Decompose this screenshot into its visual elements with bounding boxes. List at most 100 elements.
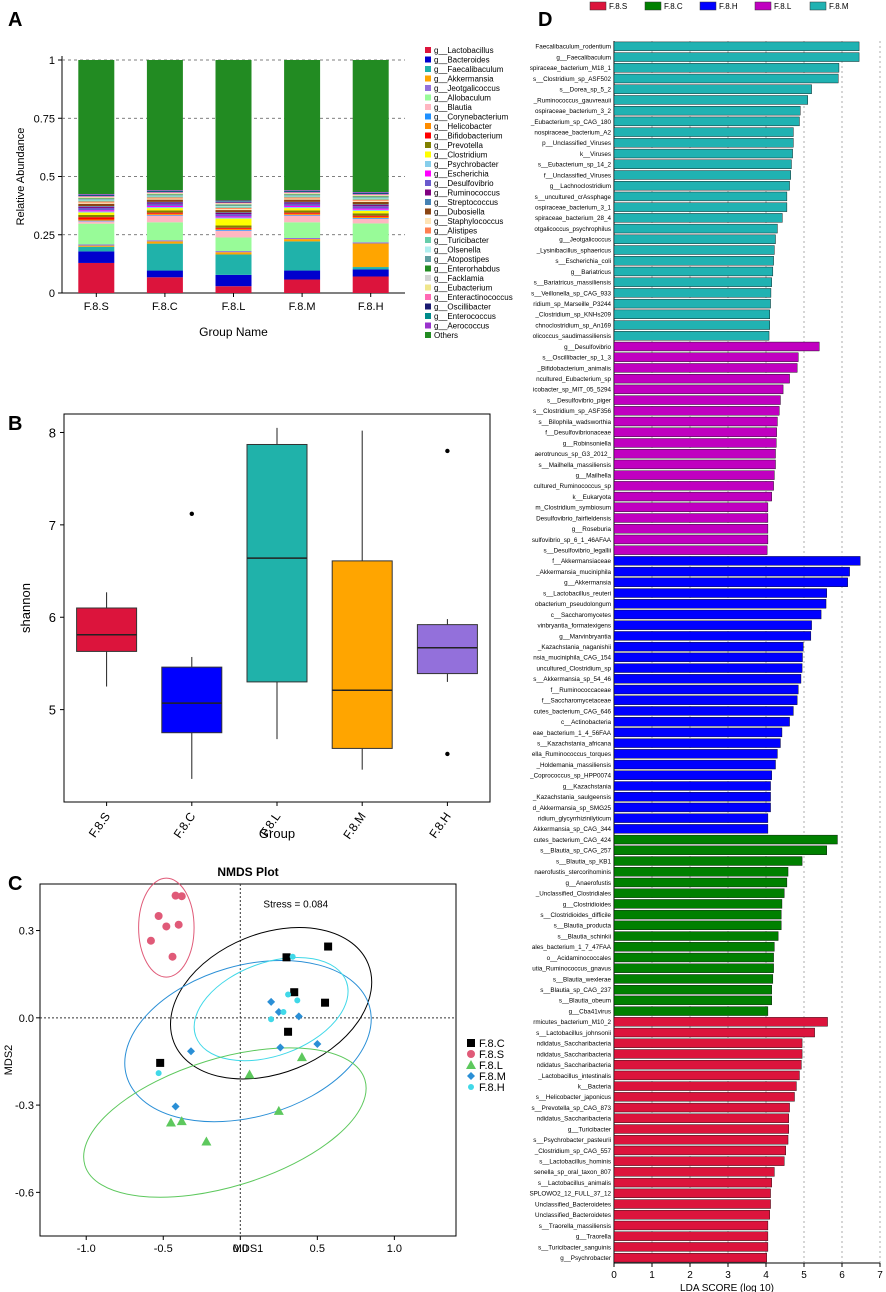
d-bar bbox=[613, 1102, 790, 1113]
d-taxon-label: g__Desulfovibrio bbox=[564, 344, 611, 351]
a-bar-segment bbox=[352, 216, 389, 219]
a-legend-label: g__Ruminococcus bbox=[434, 189, 500, 198]
d-bar bbox=[613, 813, 769, 823]
a-bar-segment bbox=[284, 238, 321, 240]
a-bar-segment bbox=[284, 60, 321, 191]
d-bar bbox=[613, 1220, 769, 1231]
a-bar-segment bbox=[146, 203, 183, 206]
c-point bbox=[186, 1047, 195, 1056]
d-bar bbox=[613, 867, 789, 877]
d-bar bbox=[613, 888, 785, 898]
b-box bbox=[76, 607, 138, 652]
d-taxon-label: s__Blautia_obeum bbox=[559, 998, 611, 1005]
d-taxon-label: s__uncultured_crAssphage bbox=[535, 194, 612, 201]
a-bar-segment bbox=[146, 192, 183, 193]
d-bar bbox=[613, 1145, 786, 1156]
c-ellipse bbox=[124, 959, 372, 1123]
d-bar bbox=[613, 1156, 785, 1166]
a-legend-swatch bbox=[425, 303, 431, 310]
d-taxon-label: c__Saccharomycetes bbox=[551, 612, 611, 619]
c-point bbox=[171, 891, 180, 900]
panel-a-stacked-bar: 0 0.25 0.5 0.75 1 Relative Abundance Group Nam… bbox=[15, 46, 513, 340]
c-legend-label: F.8.S bbox=[479, 1049, 504, 1061]
d-bar bbox=[613, 620, 812, 630]
d-taxon-label: s__Lactobacillus_animalis bbox=[538, 1180, 611, 1187]
d-taxon-label: ridium_glycyrrhizinilyticum bbox=[538, 816, 611, 823]
d-taxon-label: utia_Ruminococcus_gnavus bbox=[532, 966, 611, 973]
d-bar bbox=[613, 524, 769, 534]
a-bar-segment bbox=[78, 251, 115, 263]
d-taxon-label: g__Lachnoclostridium bbox=[550, 183, 611, 190]
c-point bbox=[285, 991, 292, 998]
a-legend-label: g__Akkermansia bbox=[434, 75, 494, 84]
d-taxon-label: k__Viruses bbox=[580, 151, 611, 158]
a-bar-segment bbox=[146, 194, 183, 195]
b-y-tick-label: 5 bbox=[49, 703, 56, 718]
a-bar-segment bbox=[215, 200, 252, 202]
c-point bbox=[290, 988, 299, 997]
d-bar bbox=[613, 223, 778, 234]
d-bar bbox=[613, 127, 794, 137]
a-bar-segment bbox=[146, 205, 183, 208]
a-bar-segment bbox=[215, 208, 252, 211]
d-bar bbox=[613, 1135, 789, 1145]
a-bar-segment bbox=[352, 218, 389, 224]
a-bar-segment bbox=[215, 205, 252, 206]
c-x-label: MDS1 bbox=[233, 1243, 264, 1255]
a-bar-segment bbox=[284, 193, 321, 195]
d-bar bbox=[613, 899, 783, 909]
d-taxon-label: _Bifidobacterium_animalis bbox=[537, 365, 612, 372]
a-legend-swatch bbox=[425, 161, 431, 167]
d-bar bbox=[613, 202, 788, 212]
c-point bbox=[162, 922, 171, 931]
a-legend-label: g__Eubacterium bbox=[434, 284, 493, 293]
c-point bbox=[267, 997, 276, 1006]
d-bar bbox=[613, 331, 770, 341]
a-bar-segment bbox=[284, 239, 321, 242]
a-legend-label: g__Desulfovibrio bbox=[434, 179, 494, 188]
a-bar-segment bbox=[284, 199, 321, 202]
d-bar bbox=[613, 41, 860, 52]
d-taxon-label: s__Blautia_sp_CAG_257 bbox=[540, 848, 611, 855]
a-legend-swatch bbox=[425, 113, 431, 120]
a-bar-segment bbox=[352, 242, 389, 244]
a-bar-segment bbox=[78, 211, 115, 213]
b-x-tick-label: F.8.S bbox=[86, 810, 113, 840]
a-bar-segment bbox=[215, 202, 252, 204]
d-taxon-label: s__Akkermansia_sp_54_46 bbox=[533, 676, 611, 683]
d-bar bbox=[613, 802, 771, 813]
d-bar bbox=[613, 942, 775, 952]
a-bar-segment bbox=[78, 245, 115, 247]
d-taxon-label: s__Blautia_sp_KB1 bbox=[556, 858, 611, 865]
d-taxon-label: ndidatus_Saccharibacteria bbox=[537, 1041, 612, 1048]
d-taxon-label: _Lactobacillus_intestinalis bbox=[537, 1073, 611, 1080]
d-taxon-label: g__Traorella bbox=[576, 1234, 612, 1241]
d-taxon-label: s__Lactobacillus_hominis bbox=[539, 1159, 611, 1166]
a-bar-segment bbox=[284, 203, 321, 206]
d-taxon-label: Desulfovibrio_fairfieldensis bbox=[536, 515, 611, 522]
a-bar-segment bbox=[78, 206, 115, 207]
d-taxon-label: s__Prevotella_sp_CAG_873 bbox=[532, 1105, 612, 1112]
d-taxon-label: f__Unclassified_Viruses bbox=[544, 172, 611, 179]
a-bar-segment bbox=[352, 269, 389, 277]
d-bar bbox=[613, 1177, 772, 1188]
d-taxon-label: f__Desulfovibrionaceae bbox=[545, 430, 611, 437]
d-bar bbox=[613, 609, 822, 620]
a-legend-label: g__Dubosiella bbox=[434, 208, 485, 217]
d-taxon-label: _Eubacterium_sp_CAG_180 bbox=[530, 119, 612, 126]
a-y-label: Relative Abundance bbox=[15, 128, 27, 226]
a-bar-segment bbox=[146, 201, 183, 203]
d-taxon-label: k__Eukaryota bbox=[572, 494, 611, 501]
d-bar bbox=[613, 502, 769, 512]
a-bar-segment bbox=[284, 197, 321, 199]
a-legend-swatch bbox=[425, 256, 431, 262]
c-legend-marker bbox=[468, 1084, 474, 1090]
d-taxon-label: ndidatus_Saccharibacteria bbox=[537, 1051, 612, 1058]
a-legend-label: g__Olsenella bbox=[434, 246, 481, 255]
a-bar-segment bbox=[215, 274, 252, 287]
d-taxon-label: m_Clostridium_symbiosum bbox=[535, 505, 611, 512]
a-bar-segment bbox=[78, 201, 115, 203]
d-taxon-label: Unclassified_Bacteroidetes bbox=[535, 1201, 611, 1208]
c-point bbox=[201, 1136, 212, 1146]
a-legend-swatch bbox=[425, 275, 431, 281]
